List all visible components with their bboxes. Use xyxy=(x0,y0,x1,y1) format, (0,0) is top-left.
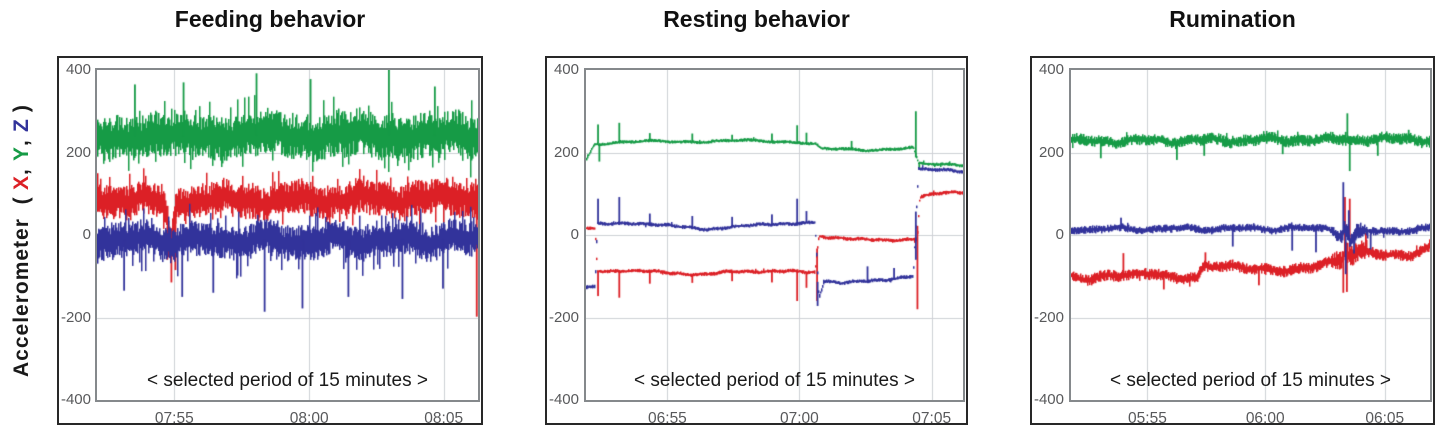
plot-area: < selected period of 15 minutes > xyxy=(95,68,480,402)
selected-period-annotation: < selected period of 15 minutes > xyxy=(147,370,428,391)
accelerometer-trace-canvas xyxy=(1071,70,1430,400)
x-tick-label: 06:00 xyxy=(1245,410,1285,427)
y-axis-label-comma1: , xyxy=(10,161,33,175)
chart-title: Resting behavior xyxy=(663,6,850,32)
selected-period-annotation: < selected period of 15 minutes > xyxy=(1110,370,1391,391)
x-tick-label: 05:55 xyxy=(1128,410,1167,427)
y-tick-label: 200 xyxy=(65,143,91,161)
chart-rumination: Rumination 400 200 0 -200 -400 < selected pe… xyxy=(1030,0,1435,441)
y-tick-label: 200 xyxy=(1038,143,1064,161)
y-tick-label: 200 xyxy=(553,143,579,161)
accelerometer-trace-canvas xyxy=(586,70,963,400)
chart-feeding-behavior: Feeding behavior 400 200 0 -200 -400 < selec… xyxy=(57,0,483,441)
selected-period-annotation: < selected period of 15 minutes > xyxy=(634,370,915,391)
y-axis-label-suffix: ) xyxy=(10,103,33,119)
x-tick-label: 08:00 xyxy=(289,410,329,427)
y-tick-label: 0 xyxy=(1055,226,1064,243)
y-tick-label: 0 xyxy=(82,226,91,243)
y-tick-label: 0 xyxy=(570,226,579,243)
x-tick-label: 08:05 xyxy=(424,410,464,427)
y-axis-label-prefix: Accelerometer ( xyxy=(10,189,33,378)
y-axis-label-z: Z xyxy=(10,118,33,133)
y-tick-label: 400 xyxy=(65,61,91,78)
y-tick-label: 400 xyxy=(1038,61,1064,78)
x-tick-label: 07:05 xyxy=(912,410,952,427)
chart-frame: 400 200 0 -200 -400 < selected period of 15 … xyxy=(1030,56,1435,427)
y-tick-label: -200 xyxy=(548,308,579,326)
y-tick-label: -200 xyxy=(60,308,91,326)
y-axis-label-x: X xyxy=(10,174,33,190)
x-tick-label: 06:55 xyxy=(648,410,687,427)
y-axis-label: Accelerometer ( X, Y, Z ) xyxy=(0,56,44,425)
x-tick-label: 07:55 xyxy=(154,410,194,427)
y-tick-label: -400 xyxy=(548,391,579,408)
chart-title: Rumination xyxy=(1169,6,1296,32)
chart-frame: 400 200 0 -200 -400 < selected period of 15 … xyxy=(545,56,968,427)
chart-title: Feeding behavior xyxy=(174,6,366,32)
y-tick-label: -200 xyxy=(1033,308,1064,326)
accelerometer-trace-canvas xyxy=(97,70,478,400)
y-tick-label: 400 xyxy=(553,61,579,78)
x-tick-label: 06:05 xyxy=(1365,410,1405,427)
y-tick-label: -400 xyxy=(60,391,91,408)
y-tick-label: -400 xyxy=(1033,391,1064,408)
plot-area: < selected period of 15 minutes > xyxy=(1069,68,1432,402)
plot-area: < selected period of 15 minutes > xyxy=(584,68,965,402)
x-tick-label: 07:00 xyxy=(779,410,819,427)
chart-resting-behavior: Resting behavior 400 200 0 -200 -400 < selec… xyxy=(545,0,968,441)
chart-frame: 400 200 0 -200 -400 < selected period of 15 … xyxy=(57,56,483,427)
y-axis-label-comma2: , xyxy=(10,132,33,147)
y-axis-label-y: Y xyxy=(10,146,33,162)
